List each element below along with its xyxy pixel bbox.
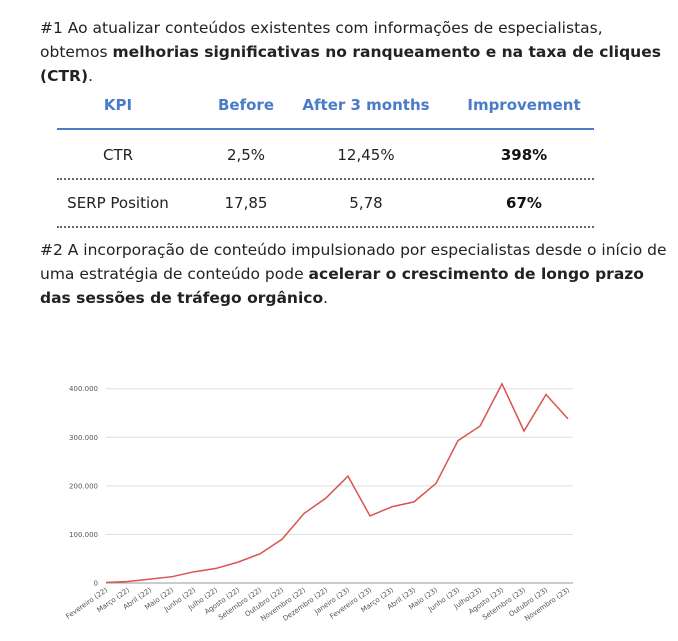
intro: #1 Ao atualizar conteúdos existentes com… xyxy=(40,16,670,88)
line xyxy=(105,382,569,584)
text: . xyxy=(88,67,93,85)
table-cell: 67% xyxy=(506,194,542,212)
text: #1 Ao atualizar conteúdos existentes com… xyxy=(40,19,603,61)
header-cell: Before xyxy=(217,96,274,114)
table-cell: 12,45% xyxy=(337,146,395,164)
header-cell: KPI xyxy=(103,96,133,114)
header-rule xyxy=(57,128,594,130)
header-cell: Improvement xyxy=(467,96,581,114)
bold-text: melhorias significativas no ranqueamento… xyxy=(40,43,661,85)
table-cell: 2,5% xyxy=(226,146,266,164)
y-tick-label: 100.000 xyxy=(69,531,98,539)
y-tick-label: 0 xyxy=(94,580,98,588)
text: . xyxy=(323,289,329,307)
row-rule xyxy=(57,226,594,228)
row-rule xyxy=(57,178,594,180)
table-cell: 398% xyxy=(500,146,548,164)
y-tick-label: 200.000 xyxy=(69,482,98,490)
header-cell: After 3 months xyxy=(302,96,430,114)
bold-text: acelerar o crescimento de longo prazo da… xyxy=(40,265,644,307)
y-tick-label: 300.000 xyxy=(69,434,98,442)
table-cell: 17,85 xyxy=(224,194,268,212)
section2: #2 A incorporação de conteúdo impulsiona… xyxy=(40,238,670,310)
text: #2 A incorporação de conteúdo impulsiona… xyxy=(40,241,667,283)
table-cell: SERP Position xyxy=(67,194,169,212)
table-cell: CTR xyxy=(102,146,134,164)
y-tick-label: 400.000 xyxy=(69,385,98,393)
table-cell: 5,78 xyxy=(349,194,383,212)
